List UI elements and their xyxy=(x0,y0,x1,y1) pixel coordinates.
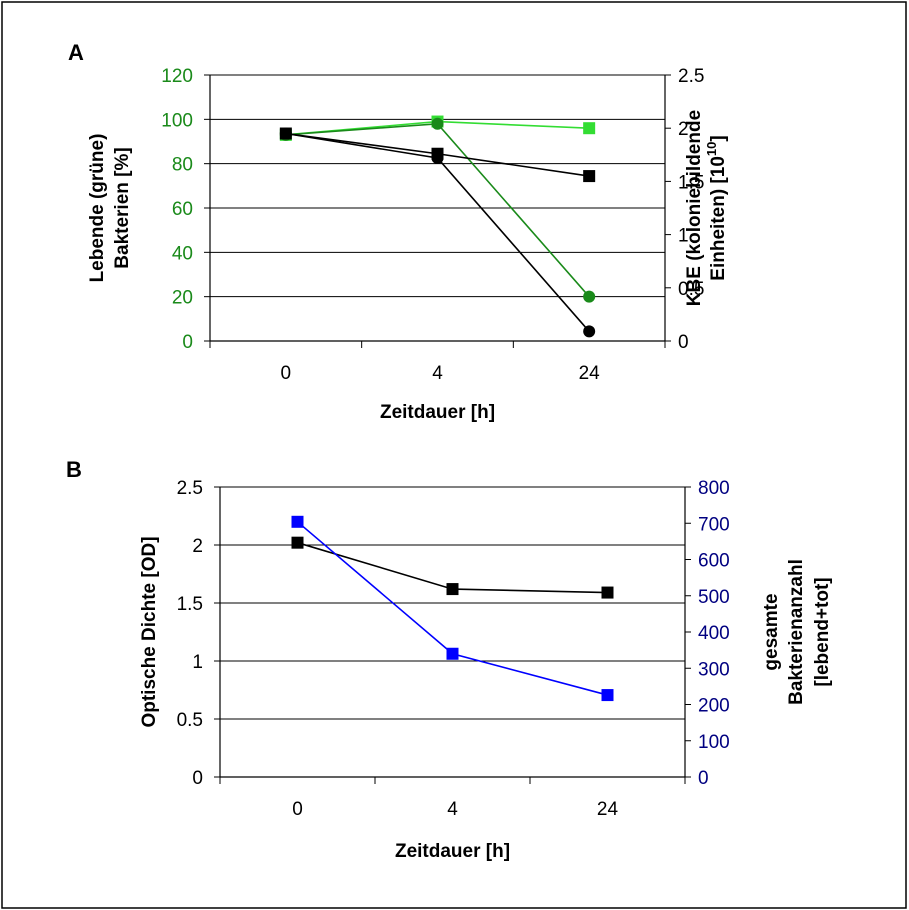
right-axis-title: KBE (koloniebildende xyxy=(684,110,705,306)
right-axis-title: gesamte xyxy=(761,593,782,670)
x-tick-label: 0 xyxy=(292,799,303,820)
right-tick-label: 800 xyxy=(698,478,730,499)
x-tick-label: 24 xyxy=(579,363,601,384)
chart-a: A 0 20 40 60 80 100 120 0 0.5 1 1.5 2 2.5 0 4 24 Zeitdaue… xyxy=(68,40,729,423)
data-point xyxy=(601,586,614,599)
right-tick-label: 1.5 xyxy=(678,172,704,193)
x-tick-label: 4 xyxy=(447,799,458,820)
left-axis-title: Optische Dichte [OD] xyxy=(139,536,160,727)
right-axis-title-part: ] xyxy=(708,135,729,141)
right-tick-label: 2 xyxy=(678,119,689,140)
right-tick-label: 300 xyxy=(698,659,730,680)
x-tick-label: 4 xyxy=(432,363,443,384)
left-tick-label: 60 xyxy=(172,199,193,220)
right-axis-title-part: Einheiten) [10 xyxy=(708,156,729,281)
left-tick-label: 2.5 xyxy=(177,478,203,499)
left-tick-label: 1 xyxy=(192,652,203,673)
left-tick-label: 40 xyxy=(172,243,193,264)
left-tick-label: 2 xyxy=(192,536,203,557)
left-tick-label: 100 xyxy=(161,110,193,131)
panel-label: B xyxy=(66,457,82,482)
left-tick-label: 0 xyxy=(182,332,193,353)
left-tick-label: 0 xyxy=(192,768,203,789)
data-point xyxy=(446,583,459,596)
left-axis-title: Bakterien [%] xyxy=(112,147,133,268)
left-tick-label: 120 xyxy=(161,66,193,87)
right-tick-label: 500 xyxy=(698,587,730,608)
data-point xyxy=(446,647,459,660)
panel-label: A xyxy=(68,40,84,65)
right-axis-title: Einheiten) [1010] xyxy=(704,135,729,280)
right-axis-title: [lebend+tot] xyxy=(812,577,833,686)
right-tick-label: 400 xyxy=(698,623,730,644)
left-tick-label: 80 xyxy=(172,155,193,176)
right-tick-label: 0.5 xyxy=(678,279,704,300)
right-tick-label: 700 xyxy=(698,514,730,535)
data-point xyxy=(583,290,596,303)
left-axis-title: Lebende (grüne) xyxy=(87,134,108,283)
data-point xyxy=(583,170,596,183)
data-point xyxy=(431,151,444,164)
right-tick-label: 0 xyxy=(678,332,689,353)
x-tick-label: 0 xyxy=(281,363,292,384)
data-point xyxy=(431,117,444,130)
left-tick-label: 1.5 xyxy=(177,594,203,615)
right-axis-title-superscript: 10 xyxy=(704,142,719,156)
right-tick-label: 2.5 xyxy=(678,66,704,87)
data-point xyxy=(279,127,292,140)
right-tick-label: 1 xyxy=(678,226,689,247)
data-point xyxy=(601,689,614,702)
x-axis-title: Zeitdauer [h] xyxy=(395,841,510,862)
data-point xyxy=(583,325,596,338)
x-tick-label: 24 xyxy=(597,799,619,820)
chart-b: B 0 0.5 1 1.5 2 2.5 0 100 200 300 400 500 600 700 800 0 4… xyxy=(66,457,833,862)
right-tick-label: 600 xyxy=(698,551,730,572)
left-tick-label: 20 xyxy=(172,288,193,309)
data-point xyxy=(291,536,304,549)
data-point xyxy=(583,122,596,135)
x-axis-title: Zeitdauer [h] xyxy=(380,402,495,423)
left-tick-label: 0.5 xyxy=(177,710,203,731)
right-tick-label: 100 xyxy=(698,732,730,753)
right-axis-title: Bakterienanzahl xyxy=(786,559,807,705)
right-tick-label: 0 xyxy=(698,768,709,789)
right-tick-label: 200 xyxy=(698,696,730,717)
data-point xyxy=(291,515,304,528)
